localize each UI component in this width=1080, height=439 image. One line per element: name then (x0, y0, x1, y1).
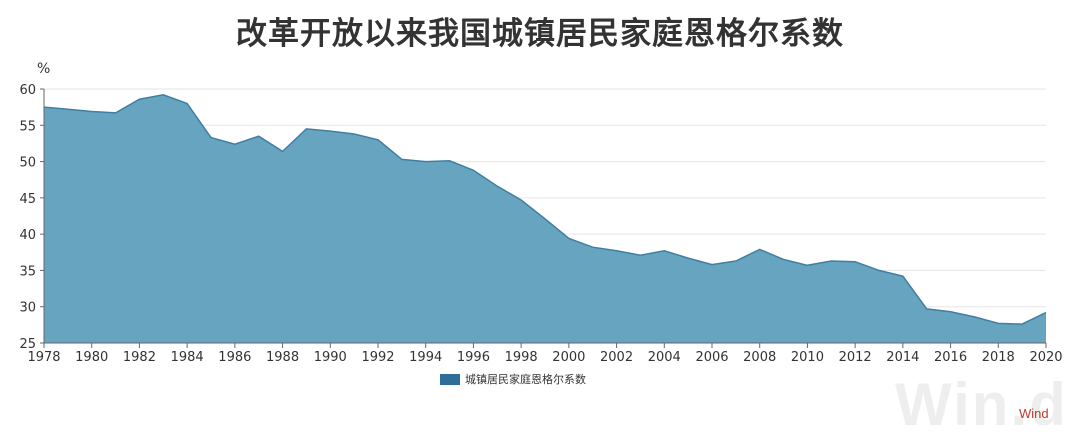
legend[interactable]: 城镇居民家庭恩格尔系数 (440, 371, 586, 387)
x-tick-label: 2008 (743, 350, 776, 365)
x-tick-label: 1988 (266, 350, 299, 365)
legend-label: 城镇居民家庭恩格尔系数 (465, 371, 586, 387)
x-tick-label: 2014 (886, 350, 919, 365)
y-tick-label: 60 (19, 83, 36, 98)
x-tick-label: 1992 (361, 350, 394, 365)
x-tick-label: 1996 (457, 350, 490, 365)
y-tick-label: 55 (19, 119, 36, 134)
y-tick-label: 45 (19, 192, 36, 207)
plot-area (44, 95, 1046, 343)
y-tick-label: 40 (19, 228, 36, 243)
x-tick-label: 1980 (75, 350, 108, 365)
y-tick-label: 35 (19, 264, 36, 279)
x-tick-label: 2016 (934, 350, 967, 365)
x-tick-label: 2018 (982, 350, 1015, 365)
legend-swatch (440, 374, 460, 385)
x-tick-label: 2000 (552, 350, 585, 365)
x-tick-label: 1998 (505, 350, 538, 365)
x-tick-label: 2012 (839, 350, 872, 365)
source-label: Wind (1019, 406, 1049, 421)
x-tick-label: 1986 (218, 350, 251, 365)
x-tick-label: 2020 (1029, 350, 1062, 365)
x-tick-label: 2004 (648, 350, 681, 365)
x-tick-label: 1994 (409, 350, 442, 365)
y-tick-label: 50 (19, 156, 36, 171)
y-tick-label: 30 (19, 301, 36, 316)
x-tick-label: 1982 (123, 350, 156, 365)
x-tick-label: 1984 (171, 350, 204, 365)
x-tick-label: 1978 (27, 350, 60, 365)
y-axis-unit-label: % (37, 61, 50, 77)
x-tick-label: 2002 (600, 350, 633, 365)
x-tick-label: 1990 (314, 350, 347, 365)
watermark: Win.d (895, 370, 1068, 439)
x-tick-label: 2006 (695, 350, 728, 365)
x-tick-label: 2010 (791, 350, 824, 365)
